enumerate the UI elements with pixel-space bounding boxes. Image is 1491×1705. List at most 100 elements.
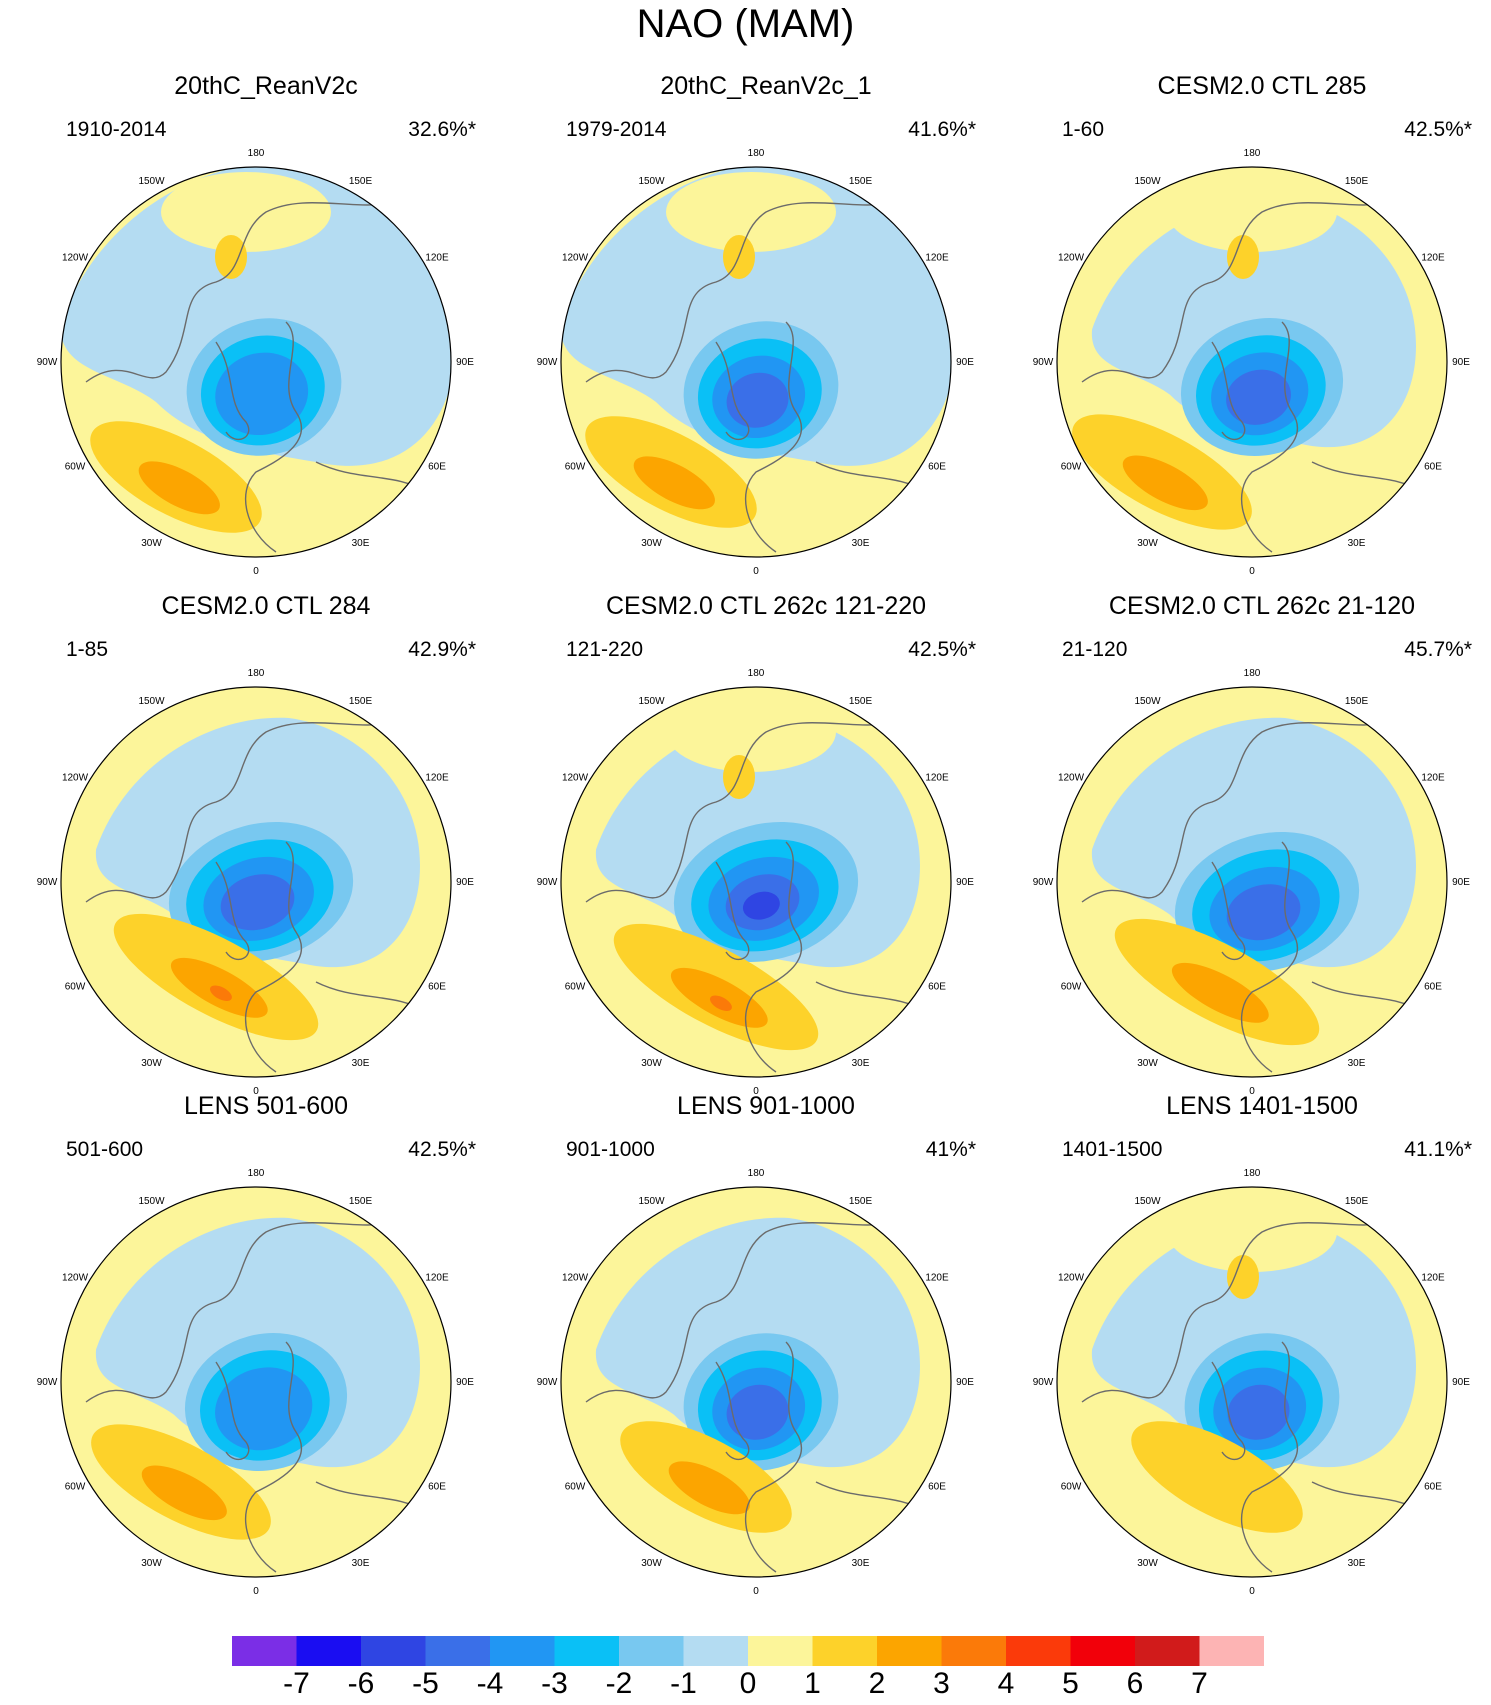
panel-title: CESM2.0 CTL 285 xyxy=(1157,72,1367,100)
map-border xyxy=(1056,686,1448,1078)
panel-period: 1910-2014 xyxy=(66,118,167,141)
longitude-label: 90W xyxy=(537,877,558,888)
longitude-label: 150E xyxy=(349,696,373,707)
longitude-label: 30E xyxy=(352,538,370,549)
longitude-label: 150E xyxy=(1345,1196,1369,1207)
longitude-label: 150W xyxy=(1134,1196,1161,1207)
map-panel: CESM2.0 CTL 285 1-60 42.5%* 180 150E 120E 90E 6… xyxy=(1022,72,1491,592)
longitude-label: 30W xyxy=(141,1058,162,1069)
longitude-label: 30W xyxy=(141,1558,162,1569)
panel-variance: 45.7%* xyxy=(1404,638,1472,661)
map-panel: LENS 1401-1500 1401-1500 41.1%* 180 150E 120E… xyxy=(1022,1092,1491,1612)
longitude-label: 150W xyxy=(638,176,665,187)
map-panel: 20thC_ReanV2c_1 1979-2014 41.6%* 180 150E 120… xyxy=(526,72,1006,592)
panel-period: 501-600 xyxy=(66,1138,144,1161)
colorbar-tick-label: 4 xyxy=(997,1667,1015,1700)
longitude-label: 60E xyxy=(1424,982,1442,993)
longitude-label: 120E xyxy=(925,773,949,784)
longitude-label: 90W xyxy=(37,1377,58,1388)
longitude-label: 30W xyxy=(1137,538,1158,549)
panel-period: 21-120 xyxy=(1062,638,1128,661)
colorbar-swatch xyxy=(619,1636,684,1666)
colorbar-swatch xyxy=(232,1636,297,1666)
panel-variance: 42.9%* xyxy=(408,638,476,661)
coastline xyxy=(585,1221,927,1573)
colorbar-swatch xyxy=(554,1636,620,1666)
contour-band-pacific xyxy=(161,172,331,252)
longitude-label: 0 xyxy=(253,1586,259,1597)
longitude-label: 120E xyxy=(1421,253,1445,264)
longitude-label: 120E xyxy=(425,773,449,784)
longitude-label: 120W xyxy=(1058,773,1085,784)
longitude-label: 90W xyxy=(1033,877,1054,888)
longitude-label: 180 xyxy=(748,1168,765,1179)
colorbar-swatch xyxy=(748,1636,813,1666)
longitude-label: 120E xyxy=(425,253,449,264)
longitude-label: 150E xyxy=(1345,176,1369,187)
colorbar-swatch xyxy=(425,1636,491,1666)
longitude-label: 180 xyxy=(1244,1168,1261,1179)
panel-variance: 32.6%* xyxy=(408,118,476,141)
longitude-label: 120W xyxy=(562,1273,589,1284)
longitude-label: 0 xyxy=(753,1086,759,1097)
longitude-label: 120W xyxy=(62,253,89,264)
longitude-label: 60W xyxy=(65,1482,86,1493)
contour-band-high-core xyxy=(1122,455,1208,511)
contour-band-low xyxy=(215,352,309,436)
longitude-label: 30E xyxy=(852,538,870,549)
contour-band-low xyxy=(220,874,295,931)
longitude-label: 150E xyxy=(849,176,873,187)
contour-band-negative-1 xyxy=(561,167,951,466)
map-border xyxy=(560,166,952,558)
contour-band-low xyxy=(742,891,780,920)
colorbar-tick-label: 0 xyxy=(739,1667,757,1700)
longitude-label: 180 xyxy=(248,148,265,159)
contour-band-high-peak xyxy=(209,985,232,1001)
longitude-label: 120W xyxy=(62,1273,89,1284)
polar-map: 180 150E 120E 90E 60E 30E 0 30W 60W 90W 120W 150W xyxy=(537,148,975,577)
longitude-label: 90W xyxy=(1033,1377,1054,1388)
polar-map: 180 150E 120E 90E 60E 30E 0 30W 60W 90W 120W 150W xyxy=(1033,668,1471,1097)
coastline xyxy=(1081,721,1423,1073)
panel-variance: 41%* xyxy=(925,1138,976,1161)
colorbar-tick-label: 3 xyxy=(933,1667,950,1700)
longitude-label: 120E xyxy=(1421,1273,1445,1284)
contour-band-pacific-high xyxy=(1227,1255,1259,1299)
contour-band-pacific-high xyxy=(215,235,247,279)
contour-band-pacific xyxy=(666,692,836,772)
colorbar xyxy=(232,1636,1264,1666)
map-border xyxy=(560,686,952,1078)
longitude-label: 90E xyxy=(456,357,474,368)
longitude-label: 0 xyxy=(253,566,259,577)
colorbar-tick-label: -2 xyxy=(605,1667,633,1700)
colorbar-tick-label: -4 xyxy=(476,1667,504,1700)
longitude-label: 150E xyxy=(349,176,373,187)
colorbar-tick-label: 7 xyxy=(1191,1667,1208,1700)
longitude-label: 60W xyxy=(565,982,586,993)
longitude-label: 90E xyxy=(1452,1377,1470,1388)
panel-title: LENS 901-1000 xyxy=(677,1092,855,1120)
panel-title: 20thC_ReanV2c xyxy=(174,72,358,100)
colorbar-swatch xyxy=(683,1636,749,1666)
longitude-label: 180 xyxy=(248,1168,265,1179)
map-border xyxy=(60,1186,452,1578)
contour-band-high-core xyxy=(138,461,220,515)
contour-band-pacific xyxy=(1167,1192,1337,1272)
contour-band-high-core xyxy=(668,1461,750,1515)
colorbar-swatch xyxy=(296,1636,362,1666)
contour-band-low xyxy=(1227,1384,1290,1440)
coastline xyxy=(85,201,427,553)
longitude-label: 30E xyxy=(852,1558,870,1569)
polar-map: 180 150E 120E 90E 60E 30E 0 30W 60W 90W 120W 150W xyxy=(37,1168,475,1597)
colorbar-tick-label: -3 xyxy=(541,1667,568,1700)
contour-band-high xyxy=(1131,1421,1303,1533)
longitude-label: 30E xyxy=(1348,1558,1366,1569)
longitude-label: 30W xyxy=(641,538,662,549)
colorbar-swatch xyxy=(941,1636,1007,1666)
map-panel: CESM2.0 CTL 284 1-85 42.9%* 180 150E 120E 90E 6… xyxy=(26,592,506,1112)
coastline xyxy=(585,721,927,1073)
map-panel: CESM2.0 CTL 262c 121-220 121-220 42.5%* 180… xyxy=(526,592,1006,1112)
coastline xyxy=(85,1221,427,1573)
longitude-label: 90W xyxy=(537,357,558,368)
colorbar-tick-label: -7 xyxy=(283,1667,310,1700)
